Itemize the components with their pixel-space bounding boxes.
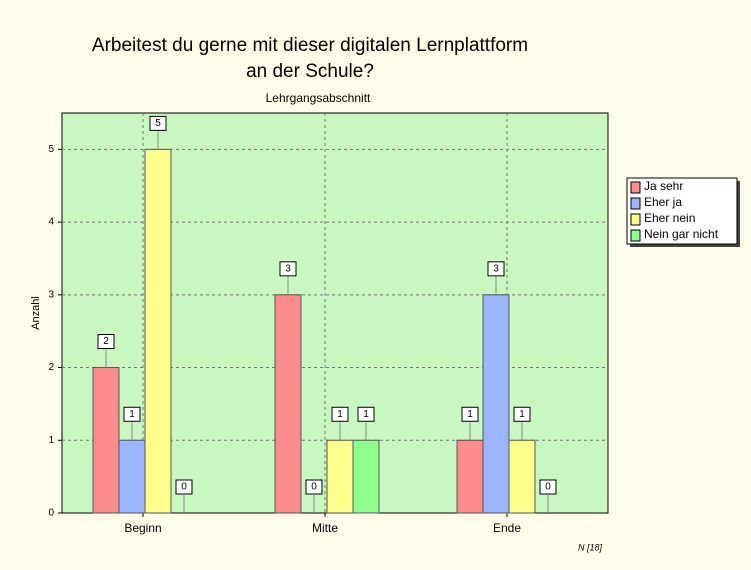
chart-title: an der Schule? [246, 61, 374, 82]
data-label-box [123, 406, 141, 422]
legend-label: Eher nein [644, 211, 695, 225]
legend-label: Nein gar nicht [644, 227, 719, 241]
x-tick-label: Ende [493, 521, 521, 535]
data-label: 0 [311, 482, 317, 493]
data-label: 1 [467, 409, 473, 420]
bar [456, 439, 484, 514]
data-label-box [331, 406, 349, 422]
data-label-box [305, 479, 323, 495]
data-label-box [149, 115, 167, 131]
data-label-box [279, 261, 297, 277]
data-label-box [97, 334, 115, 350]
data-label: 0 [181, 482, 187, 493]
y-tick-label: 1 [48, 435, 54, 446]
legend-swatch [630, 197, 641, 210]
legend-swatch [630, 229, 641, 242]
data-label: 1 [363, 409, 369, 420]
y-tick-label: 3 [48, 289, 54, 300]
y-axis-label: Anzahl [30, 296, 42, 330]
data-label: 5 [155, 118, 161, 129]
bar [508, 439, 536, 514]
bar [144, 148, 172, 514]
data-label: 1 [337, 409, 343, 420]
data-label-box [487, 261, 505, 277]
legend-swatch [630, 213, 641, 226]
legend-swatch [630, 181, 641, 194]
data-label: 1 [519, 409, 525, 420]
data-label: 3 [285, 263, 291, 274]
bar [326, 439, 354, 514]
x-tick-label: Beginn [124, 521, 161, 535]
y-tick-label: 5 [48, 144, 54, 155]
bar [92, 367, 120, 514]
data-label-box [539, 479, 557, 495]
data-label-box [175, 479, 193, 495]
bar [274, 294, 302, 514]
data-label-box [461, 406, 479, 422]
chart-subtitle: Lehrgangsabschnitt [266, 91, 371, 105]
data-label: 1 [129, 409, 135, 420]
bar [352, 439, 380, 514]
legend [626, 177, 738, 245]
data-label-box [513, 406, 531, 422]
data-label: 0 [545, 482, 551, 493]
y-tick-label: 4 [48, 217, 54, 228]
data-label: 3 [493, 263, 499, 274]
x-tick-label: Mitte [312, 521, 338, 535]
data-label-box [357, 406, 375, 422]
legend-label: Ja sehr [644, 179, 683, 193]
y-tick-label: 0 [48, 508, 54, 519]
bar [482, 294, 510, 514]
bar [118, 439, 146, 514]
data-label: 2 [103, 336, 109, 347]
chart-title: Arbeitest du gerne mit dieser digitalen … [92, 35, 528, 56]
note: N [18] [578, 542, 603, 552]
y-tick-label: 2 [48, 362, 54, 373]
legend-label: Eher ja [644, 195, 682, 209]
